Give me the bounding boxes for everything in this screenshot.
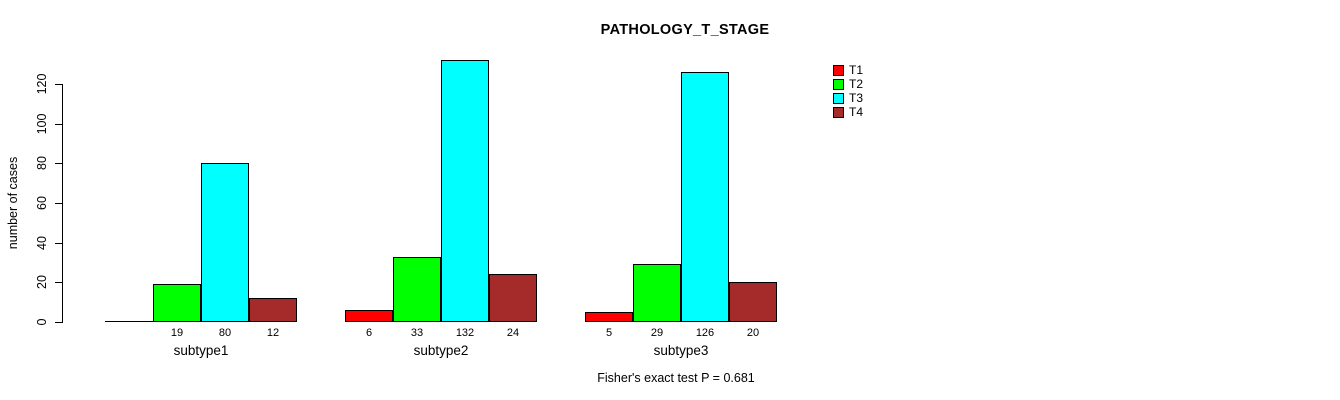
y-tick-label: 0 [35,318,49,326]
y-tick [55,84,62,85]
y-tick-label: 80 [35,156,49,170]
y-tick [55,163,62,164]
bar-t1 [585,312,633,322]
bar-t2 [393,257,441,322]
bar-t4 [249,298,297,322]
bar-t2 [153,284,201,322]
y-axis-title: number of cases [6,156,20,250]
y-tick-label: 20 [35,275,49,289]
y-tick [55,203,62,204]
legend-swatch-t1 [833,65,844,76]
y-tick [55,282,62,283]
legend-label: T2 [849,77,864,91]
bar-value-label: 6 [365,327,373,339]
bar-value-label: 5 [605,327,613,339]
y-tick [55,243,62,244]
bar-t2 [633,264,681,322]
bar-t4 [489,274,537,322]
y-tick-label: 40 [35,236,49,250]
bar-value-label: 126 [695,327,715,339]
category-label: subtype2 [413,343,469,358]
category-label: subtype1 [173,343,229,358]
legend-item-t3: T3 [833,91,864,105]
y-tick-label: 100 [35,113,49,135]
bar-value-label: 132 [455,327,475,339]
bar-t4 [729,282,777,322]
legend-label: T3 [849,91,864,105]
bar-t1 [345,310,393,322]
legend-swatch-t3 [833,93,844,104]
legend-item-t2: T2 [833,77,864,91]
bar-value-label: 12 [266,327,280,339]
chart-title: PATHOLOGY_T_STAGE [600,22,770,38]
bar-value-label: 29 [650,327,664,339]
bar-value-label: 19 [170,327,184,339]
bar-t3 [681,72,729,322]
bar-t3 [201,163,249,322]
legend: T1 T2 T3 T4 [833,63,864,121]
bar-value-label: 80 [218,327,232,339]
y-tick [55,124,62,125]
legend-swatch-t2 [833,79,844,90]
legend-item-t4: T4 [833,105,864,119]
bar-value-label: 20 [746,327,760,339]
legend-label: T1 [849,63,864,77]
bar-t1-zero [105,321,153,322]
bar-value-label: 24 [506,327,520,339]
y-tick [55,322,62,323]
legend-label: T4 [849,105,864,119]
y-tick-label: 60 [35,196,49,210]
bar-value-label: 33 [410,327,424,339]
legend-item-t1: T1 [833,63,864,77]
y-tick-label: 120 [35,73,49,95]
bar-t3 [441,60,489,322]
category-label: subtype3 [653,343,709,358]
y-axis-line [62,84,63,323]
legend-swatch-t4 [833,107,844,118]
stat-annotation: Fisher's exact test P = 0.681 [597,371,755,385]
